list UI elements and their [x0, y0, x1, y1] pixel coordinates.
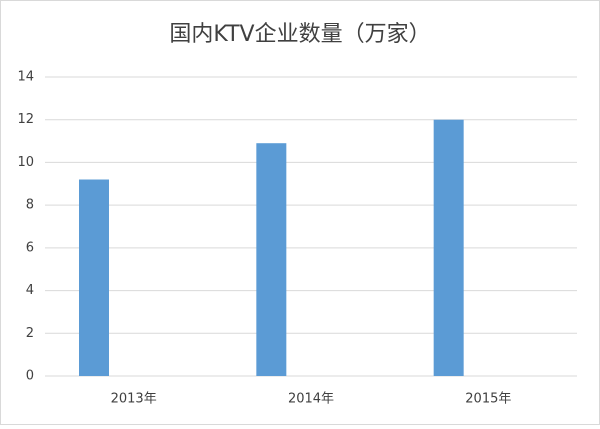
y-tick-label: 14 — [17, 70, 34, 85]
y-tick-label: 8 — [26, 198, 34, 213]
y-tick-label: 4 — [26, 283, 34, 298]
y-tick-label: 10 — [17, 155, 34, 170]
x-tick-label: 2013年 — [111, 392, 157, 407]
y-tick-label: 2 — [26, 326, 34, 341]
x-tick-label: 2015年 — [465, 392, 511, 407]
y-tick-label: 12 — [17, 112, 34, 127]
bar — [79, 179, 109, 376]
bar — [433, 119, 464, 376]
y-tick-label: 0 — [26, 369, 34, 384]
bar — [256, 143, 287, 376]
chart-title: 国内KTV企业数量（万家） — [169, 22, 430, 47]
x-tick-label: 2014年 — [288, 392, 334, 407]
y-tick-label: 6 — [26, 240, 34, 255]
